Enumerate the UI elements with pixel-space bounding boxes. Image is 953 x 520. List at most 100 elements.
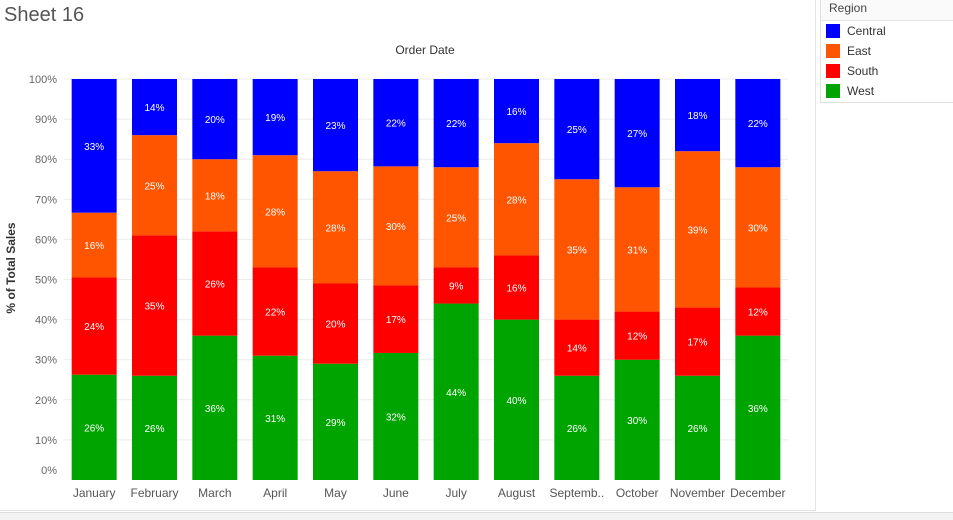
legend-item-south[interactable]: South [821,61,953,81]
bar-segment-south[interactable] [735,287,781,336]
data-label: 28% [325,223,345,234]
bar-segment-south[interactable] [614,311,660,360]
legend-title: Region [821,0,953,21]
legend-item-east[interactable]: East [821,41,953,61]
bar-segment-east[interactable] [373,166,419,286]
bar-segment-south[interactable] [132,235,177,376]
bar-segment-west[interactable] [252,355,298,480]
data-label: 27% [627,129,647,140]
bottom-scroll-strip [0,512,953,520]
bar-segment-central[interactable] [494,79,539,144]
bar-segment-west[interactable] [132,375,177,480]
bar-segment-south[interactable] [192,231,238,336]
x-tick-label: April [263,486,287,500]
bar-segment-west[interactable] [494,319,539,480]
data-label: 26% [205,280,225,291]
bar-segment-east[interactable] [554,179,600,320]
y-tick-label: 30% [35,355,57,367]
bar-segment-east[interactable] [252,155,298,268]
bar-segment-south[interactable] [494,255,539,320]
bar-segment-central[interactable] [132,79,177,136]
y-tick-label: 20% [35,395,57,407]
bar-segment-central[interactable] [675,79,720,152]
bar-segment-central[interactable] [192,79,238,160]
data-label: 22% [748,119,768,130]
bar-segment-west[interactable] [71,374,117,480]
data-label: 35% [567,245,587,256]
data-label: 17% [687,338,707,349]
data-label: 30% [627,416,647,427]
data-label: 25% [567,125,587,136]
bar-segment-central[interactable] [433,79,479,168]
data-label: 18% [687,111,707,122]
data-label: 26% [84,423,104,434]
bar-segment-west[interactable] [735,335,781,480]
data-label: 36% [205,404,225,415]
bar-segment-east[interactable] [675,151,720,308]
bar-segment-central[interactable] [373,79,419,167]
bar-segment-west[interactable] [373,352,419,480]
data-label: 44% [446,388,466,399]
y-tick-label: 0% [41,465,57,477]
data-label: 25% [446,213,466,224]
bars: 26% 24% 16% 33% 26% 35% 25% 14% 36% 26% 18% 20% 31% 2… [71,79,781,480]
bar-segment-south[interactable] [373,285,419,353]
legend-swatch-west [826,84,840,98]
x-tick-label: May [324,486,347,500]
bar-segment-central[interactable] [614,79,660,188]
bar-segment-south[interactable] [313,283,358,364]
x-tick-label: November [670,486,725,500]
legend-swatch-central [826,24,840,38]
bar-segment-west[interactable] [433,303,479,480]
data-label: 28% [265,207,285,218]
legend-item-central[interactable]: Central [821,21,953,41]
legend-label: Central [847,24,886,38]
bar-segment-south[interactable] [252,267,298,356]
y-axis-ticks: 0% 10% 20% 30% 40% 50% 60% 70% 80% 90% 100% [29,74,57,477]
data-label: 16% [506,284,526,295]
bar-segment-east[interactable] [494,143,539,256]
bar-segment-east[interactable] [71,212,117,278]
data-label: 29% [325,418,345,429]
data-label: 16% [506,107,526,118]
bar-segment-west[interactable] [675,375,720,480]
bar-segment-west[interactable] [614,359,660,480]
bar-segment-south[interactable] [71,277,117,375]
data-label: 40% [506,396,526,407]
bar-segment-east[interactable] [735,167,781,288]
data-label: 30% [386,222,406,233]
bar-segment-east[interactable] [132,135,177,236]
y-tick-label: 50% [35,275,57,287]
data-label: 12% [748,308,768,319]
bar-segment-central[interactable] [554,79,600,180]
data-label: 12% [627,332,647,343]
bar-segment-central[interactable] [71,79,117,213]
bar-segment-central[interactable] [252,79,298,156]
data-label: 31% [265,414,285,425]
bar-segment-west[interactable] [192,335,238,480]
data-label: 19% [265,113,285,124]
bar-segment-south[interactable] [675,307,720,376]
bar-segment-east[interactable] [614,187,660,312]
bar-segment-south[interactable] [433,267,479,304]
legend-label: South [847,64,879,78]
bar-segment-south[interactable] [554,319,600,376]
data-label: 33% [84,142,104,153]
y-tick-label: 100% [29,74,57,86]
bar-segment-west[interactable] [313,363,358,480]
x-tick-label: October [616,486,659,500]
data-label: 35% [144,302,164,313]
legend-item-west[interactable]: West [821,81,953,101]
bar-segment-east[interactable] [192,159,238,232]
bar-segment-east[interactable] [433,167,479,268]
data-label: 9% [449,282,464,293]
x-tick-label: December [730,486,785,500]
bar-segment-west[interactable] [554,375,600,480]
x-tick-label: March [198,486,231,500]
x-tick-label: February [130,486,178,500]
legend-label: West [847,84,875,98]
bar-segment-east[interactable] [313,171,358,284]
data-label: 30% [748,223,768,234]
bar-segment-central[interactable] [313,79,358,172]
bar-segment-central[interactable] [735,79,781,168]
